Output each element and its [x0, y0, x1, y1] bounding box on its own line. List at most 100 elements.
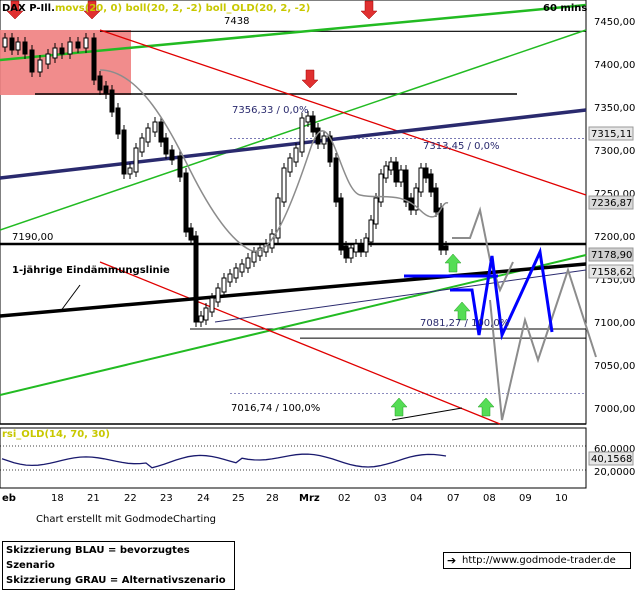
candle-body	[333, 157, 339, 203]
candle-body	[91, 37, 97, 81]
up-arrow-icon	[477, 397, 495, 417]
candle-body	[310, 115, 316, 133]
candle-body	[127, 167, 133, 175]
price-tick: 7400,00	[594, 60, 635, 71]
up-arrow-icon	[390, 397, 408, 417]
candle-body	[158, 121, 164, 143]
date-label: 22	[124, 493, 137, 504]
candle-body	[368, 219, 374, 243]
candle-body	[275, 197, 281, 239]
date-label: 10	[555, 493, 568, 504]
candle-body	[209, 297, 215, 313]
candle-body	[233, 267, 239, 279]
down-arrow-icon	[6, 0, 24, 20]
candle-body	[343, 245, 349, 259]
date-label: 24	[197, 493, 210, 504]
moving-average-line	[99, 69, 449, 253]
candle-body	[52, 47, 58, 59]
price-marker-box	[588, 264, 634, 279]
thin-navy-line	[214, 269, 587, 323]
candle-body	[363, 237, 369, 253]
red-trend-upper	[99, 29, 587, 196]
candle-body	[383, 165, 389, 179]
date-label: 04	[410, 493, 423, 504]
date-label: 03	[374, 493, 387, 504]
label-pointer	[59, 284, 81, 313]
candle-body	[183, 172, 189, 233]
date-label: 18	[51, 493, 64, 504]
navy-trendline	[0, 108, 587, 180]
candle-body	[413, 187, 419, 211]
candle-body	[121, 129, 127, 175]
chart-svg: DAX P-Ill. movs(20, 0) boll(20, 2, -2) b…	[0, 0, 635, 504]
date-label: 08	[483, 493, 496, 504]
candle-body	[145, 127, 151, 143]
legend-blue: Skizzierung BLAU = bevorzugtes Szenario	[6, 545, 190, 571]
price-tick: 7450,00	[594, 17, 635, 28]
date-label: 09	[519, 493, 532, 504]
candle-body	[45, 53, 51, 65]
candle-body	[338, 197, 344, 251]
candle-body	[221, 277, 227, 293]
candle-body	[293, 147, 299, 163]
candle-body	[188, 227, 194, 241]
candle-body	[321, 135, 327, 145]
rsi-marker-box	[588, 451, 634, 466]
arrow-right-icon: ➔	[447, 554, 457, 567]
rsi-line-path	[1, 453, 447, 469]
rsi-tick: 60,0000	[594, 444, 635, 455]
candle-body	[22, 41, 28, 55]
level-7438-label: 7438	[224, 16, 249, 27]
price-marker: 7236,87	[591, 198, 632, 209]
candle-body	[227, 273, 233, 283]
candle-body	[239, 263, 245, 273]
scenarios	[404, 206, 597, 421]
candle-body	[37, 59, 43, 73]
candle-body	[29, 49, 35, 73]
legend-grey: Skizzierung GRAU = Alternativszenario	[6, 575, 226, 586]
candle-body	[75, 41, 81, 49]
candle-body	[305, 115, 311, 123]
candle-body	[251, 251, 257, 263]
indicator-label: movs(20, 0) boll(20, 2, -2) boll_OLD(20,…	[55, 3, 310, 14]
down-arrow-icon	[83, 0, 101, 20]
date-label: 02	[338, 493, 351, 504]
green-channel-mid	[0, 29, 587, 231]
candle-body	[418, 167, 424, 193]
candle-body	[169, 149, 175, 161]
candle-body	[398, 169, 404, 183]
grey-scenario-upper	[452, 206, 514, 293]
candles	[2, 33, 449, 327]
price-tick: 7250,00	[594, 189, 635, 200]
candle-body	[388, 161, 394, 171]
source-link[interactable]: ➔ http://www.godmode-trader.de	[443, 552, 631, 569]
price-tick: 7050,00	[594, 361, 635, 372]
candle-body	[177, 155, 183, 178]
rsi-tick: 20,0000	[594, 467, 635, 478]
candle-body	[163, 137, 169, 155]
candle-body	[215, 287, 221, 303]
candle-body	[378, 173, 384, 203]
blue-scenario-path	[450, 246, 554, 341]
candle-body	[299, 117, 305, 153]
candle-body	[198, 315, 204, 323]
candle-body	[443, 245, 449, 251]
price-tick: 7000,00	[594, 404, 635, 415]
candle-body	[423, 167, 429, 179]
source-url: http://www.godmode-trader.de	[462, 555, 616, 566]
price-tick: 7350,00	[594, 103, 635, 114]
price-tick: 7150,00	[594, 275, 635, 286]
timeframe-label: 60 mins	[543, 3, 587, 14]
rsi-line	[0, 445, 586, 471]
candle-body	[139, 137, 145, 153]
price-marker-box	[588, 195, 634, 210]
red-trend-lower	[99, 261, 501, 425]
price-tick: 7100,00	[594, 318, 635, 329]
rsi-title: rsi_OLD(14, 70, 30)	[2, 429, 110, 440]
date-label: Mrz	[299, 493, 320, 504]
fib-7356-label: 7356,33 / 0,0%	[232, 105, 308, 116]
price-tick: 7300,00	[594, 146, 635, 157]
candle-body	[115, 107, 121, 135]
arrows	[6, 0, 495, 417]
candle-body	[193, 235, 199, 323]
